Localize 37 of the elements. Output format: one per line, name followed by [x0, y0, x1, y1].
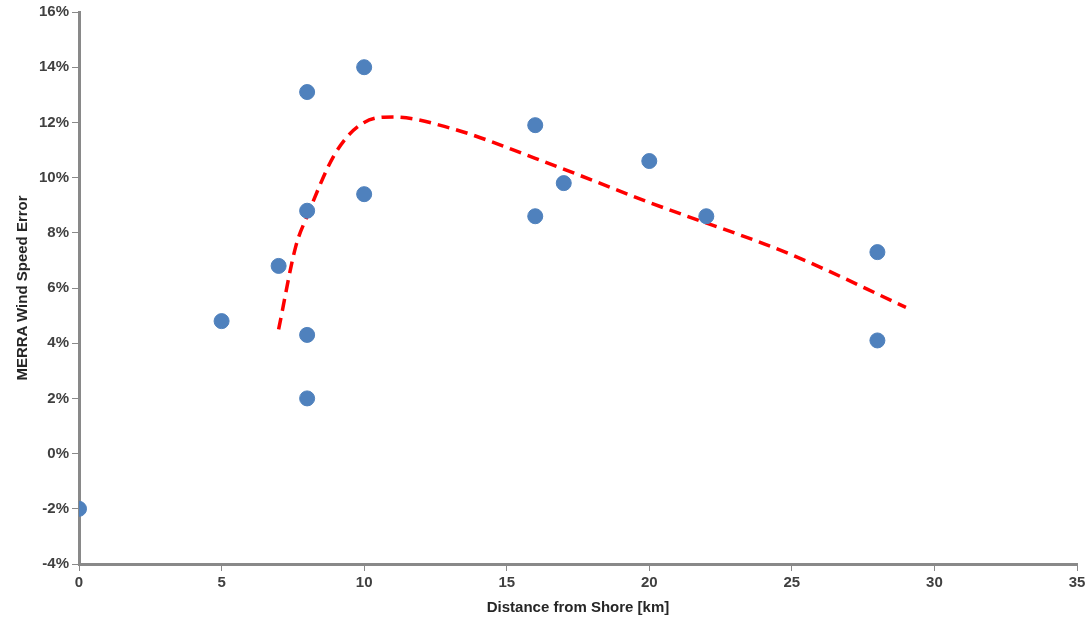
point [698, 208, 715, 225]
x-tick-label: 30 [926, 573, 943, 591]
point [527, 208, 544, 225]
point [299, 202, 316, 219]
x-tick-label: 0 [74, 573, 84, 591]
y-axis-title: MERRA Wind Speed Error [13, 195, 31, 381]
x-tick-label: 10 [355, 573, 373, 591]
point [527, 117, 544, 134]
y-tick-label: -4% [42, 554, 70, 572]
point [356, 186, 373, 203]
y-tick-label: 12% [38, 112, 70, 130]
point [869, 332, 886, 349]
x-tick-label: 5 [217, 573, 226, 591]
point [299, 390, 316, 407]
point [270, 257, 287, 274]
line-series [276, 115, 908, 332]
y-tick-label: 10% [38, 167, 70, 185]
x-axis-title: Distance from Shore [km] [486, 598, 670, 616]
y-tick-label: 8% [47, 222, 70, 240]
y-tick-label: 0% [47, 443, 70, 461]
point [213, 313, 230, 330]
x-tick-label: 25 [783, 573, 801, 591]
point [356, 59, 373, 76]
y-tick-label: 2% [47, 388, 70, 406]
y-tick-label: 16% [38, 2, 70, 20]
y-tick-label: 4% [47, 333, 70, 351]
point [299, 84, 316, 101]
point [555, 175, 572, 192]
point [299, 326, 316, 343]
x-tick-label: 20 [640, 573, 658, 591]
point [641, 153, 658, 170]
x-tick-label: 15 [498, 573, 516, 591]
y-tick-label: 14% [38, 57, 70, 75]
x-tick-label: 35 [1068, 573, 1086, 591]
y-tick-label: 6% [47, 278, 70, 296]
y-tick-label: -2% [42, 498, 70, 516]
point [869, 244, 886, 261]
